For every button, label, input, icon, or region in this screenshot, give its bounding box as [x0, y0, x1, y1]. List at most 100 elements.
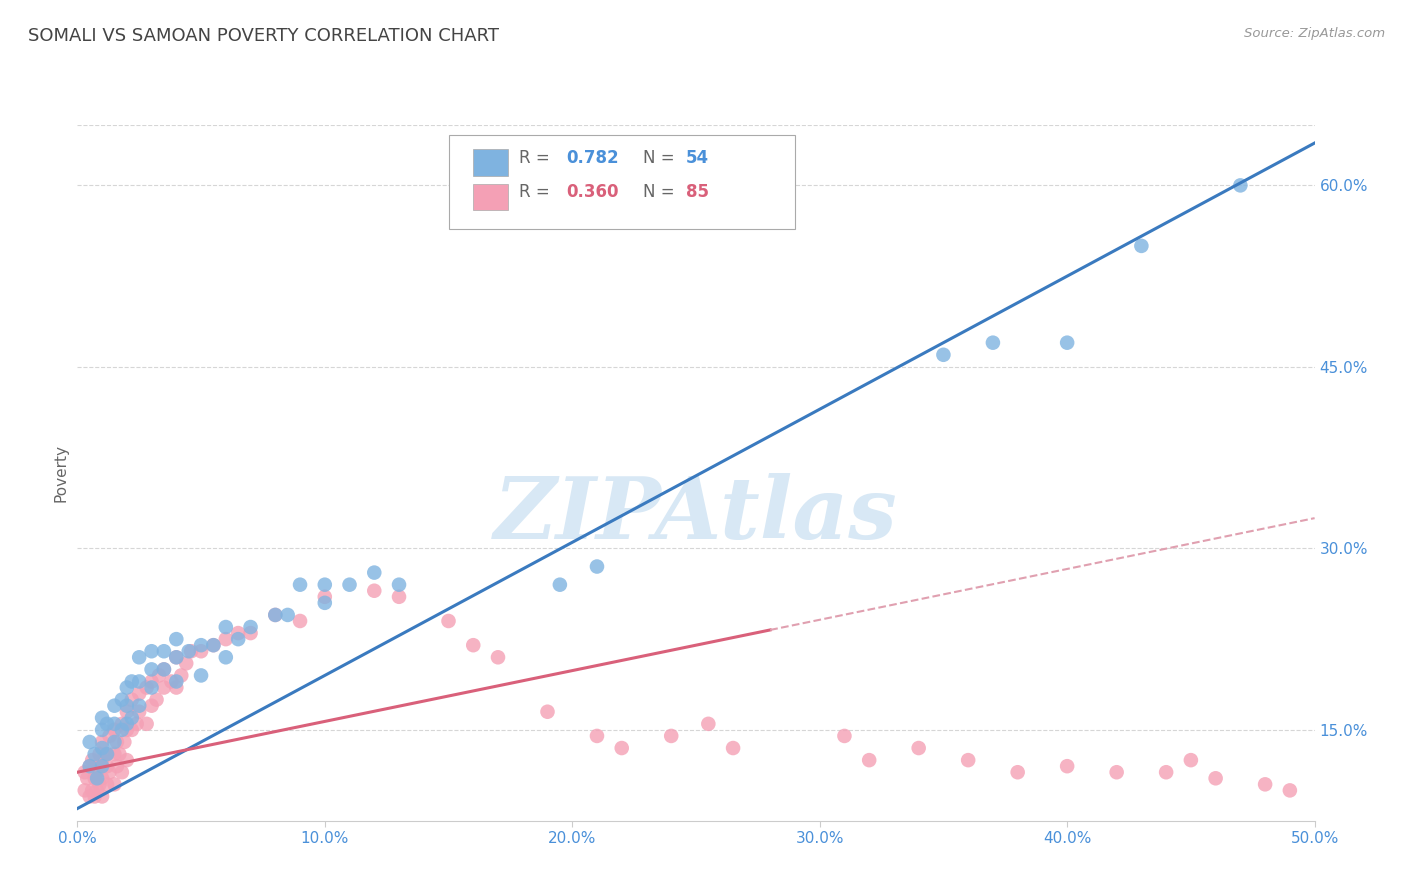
- Point: [115, 698, 138, 713]
- Y-axis label: Poverty: Poverty: [53, 443, 69, 502]
- Point: [96, 759, 118, 773]
- Point: [1056, 759, 1078, 773]
- Point: [177, 644, 200, 658]
- Point: [86, 765, 108, 780]
- Point: [73, 783, 96, 797]
- Point: [388, 590, 411, 604]
- Point: [153, 681, 176, 695]
- Point: [98, 729, 121, 743]
- Point: [83, 789, 105, 804]
- Point: [82, 783, 104, 797]
- Text: Source: ZipAtlas.com: Source: ZipAtlas.com: [1244, 27, 1385, 40]
- Point: [721, 741, 744, 756]
- Point: [215, 632, 238, 647]
- Point: [82, 753, 104, 767]
- Point: [277, 607, 299, 622]
- Point: [96, 747, 118, 761]
- Point: [121, 711, 143, 725]
- Point: [1205, 772, 1227, 786]
- Point: [128, 687, 150, 701]
- Point: [73, 765, 96, 780]
- Point: [91, 772, 114, 786]
- Point: [174, 657, 197, 671]
- Point: [121, 723, 143, 737]
- Point: [610, 741, 633, 756]
- Point: [91, 753, 114, 767]
- Point: [160, 674, 183, 689]
- Point: [1130, 239, 1153, 253]
- Text: ZIPAtlas: ZIPAtlas: [494, 473, 898, 557]
- Point: [103, 716, 125, 731]
- Point: [83, 772, 105, 786]
- Point: [858, 753, 880, 767]
- Point: [153, 662, 176, 676]
- Text: R =: R =: [519, 184, 555, 202]
- Text: SOMALI VS SAMOAN POVERTY CORRELATION CHART: SOMALI VS SAMOAN POVERTY CORRELATION CHA…: [28, 27, 499, 45]
- Point: [103, 735, 125, 749]
- Point: [115, 753, 138, 767]
- Point: [103, 747, 125, 761]
- Point: [91, 789, 114, 804]
- Point: [363, 566, 385, 580]
- Point: [79, 735, 101, 749]
- Point: [111, 692, 134, 706]
- Text: N =: N =: [643, 149, 679, 167]
- Point: [91, 759, 114, 773]
- FancyBboxPatch shape: [474, 149, 508, 176]
- Point: [190, 644, 212, 658]
- Point: [153, 644, 176, 658]
- Point: [1229, 178, 1251, 193]
- Point: [834, 729, 856, 743]
- Point: [314, 577, 336, 591]
- Point: [128, 698, 150, 713]
- Point: [79, 789, 101, 804]
- Point: [125, 716, 148, 731]
- Point: [586, 559, 609, 574]
- Point: [98, 765, 121, 780]
- Point: [91, 711, 114, 725]
- Point: [536, 705, 558, 719]
- Point: [463, 638, 485, 652]
- Point: [1278, 783, 1301, 797]
- Text: N =: N =: [643, 184, 679, 202]
- Point: [1105, 765, 1128, 780]
- Point: [215, 650, 238, 665]
- FancyBboxPatch shape: [474, 184, 508, 211]
- Point: [91, 741, 114, 756]
- Point: [128, 674, 150, 689]
- Point: [105, 759, 128, 773]
- Point: [86, 759, 108, 773]
- Point: [112, 735, 135, 749]
- Point: [202, 638, 225, 652]
- Point: [190, 668, 212, 682]
- Point: [111, 765, 134, 780]
- Point: [141, 662, 163, 676]
- Point: [190, 638, 212, 652]
- Point: [339, 577, 361, 591]
- Text: 85: 85: [686, 184, 709, 202]
- Point: [1154, 765, 1177, 780]
- Point: [96, 777, 118, 791]
- Point: [586, 729, 609, 743]
- Text: R =: R =: [519, 149, 555, 167]
- Point: [89, 777, 111, 791]
- Point: [83, 747, 105, 761]
- Point: [170, 668, 193, 682]
- Point: [180, 644, 202, 658]
- Point: [135, 716, 157, 731]
- Legend: Somalis, Samoans: Somalis, Samoans: [574, 888, 818, 892]
- Point: [76, 772, 98, 786]
- Point: [103, 723, 125, 737]
- Point: [437, 614, 460, 628]
- Text: 0.782: 0.782: [567, 149, 619, 167]
- Point: [91, 735, 114, 749]
- Point: [314, 596, 336, 610]
- Point: [388, 577, 411, 591]
- Point: [141, 644, 163, 658]
- Point: [932, 348, 955, 362]
- Point: [145, 692, 167, 706]
- Point: [96, 747, 118, 761]
- Point: [141, 698, 163, 713]
- Point: [1007, 765, 1029, 780]
- Point: [121, 692, 143, 706]
